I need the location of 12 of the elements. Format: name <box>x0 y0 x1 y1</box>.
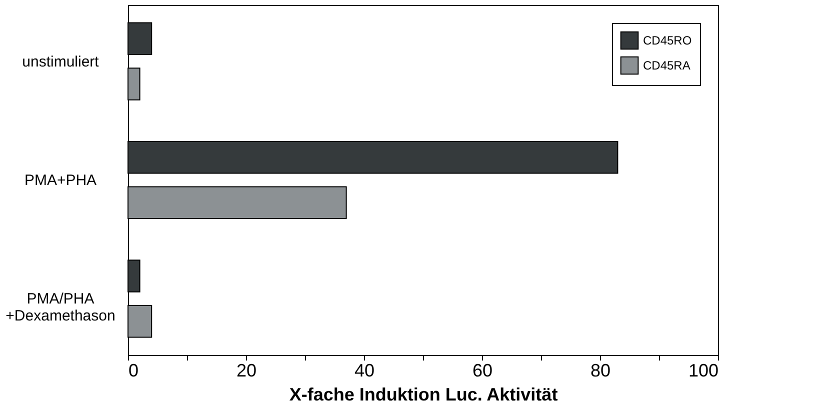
y-tick-label: PMA/PHA +Dexamethason <box>6 290 116 325</box>
x-tick-label: 0 <box>128 360 139 380</box>
x-tick-label: 80 <box>590 360 611 380</box>
legend-label: CD45RA <box>643 58 690 72</box>
x-axis-title: X-fache Induktion Luc. Aktivität <box>289 384 558 404</box>
y-tick-label: unstimuliert <box>22 53 100 70</box>
x-tick-label: 20 <box>236 360 257 380</box>
x-tick-label: 100 <box>688 360 718 380</box>
x-tick-label: 60 <box>472 360 493 380</box>
y-tick-label: PMA+PHA <box>24 172 97 189</box>
legend-label: CD45RO <box>643 34 692 48</box>
x-tick-label: 40 <box>354 360 375 380</box>
